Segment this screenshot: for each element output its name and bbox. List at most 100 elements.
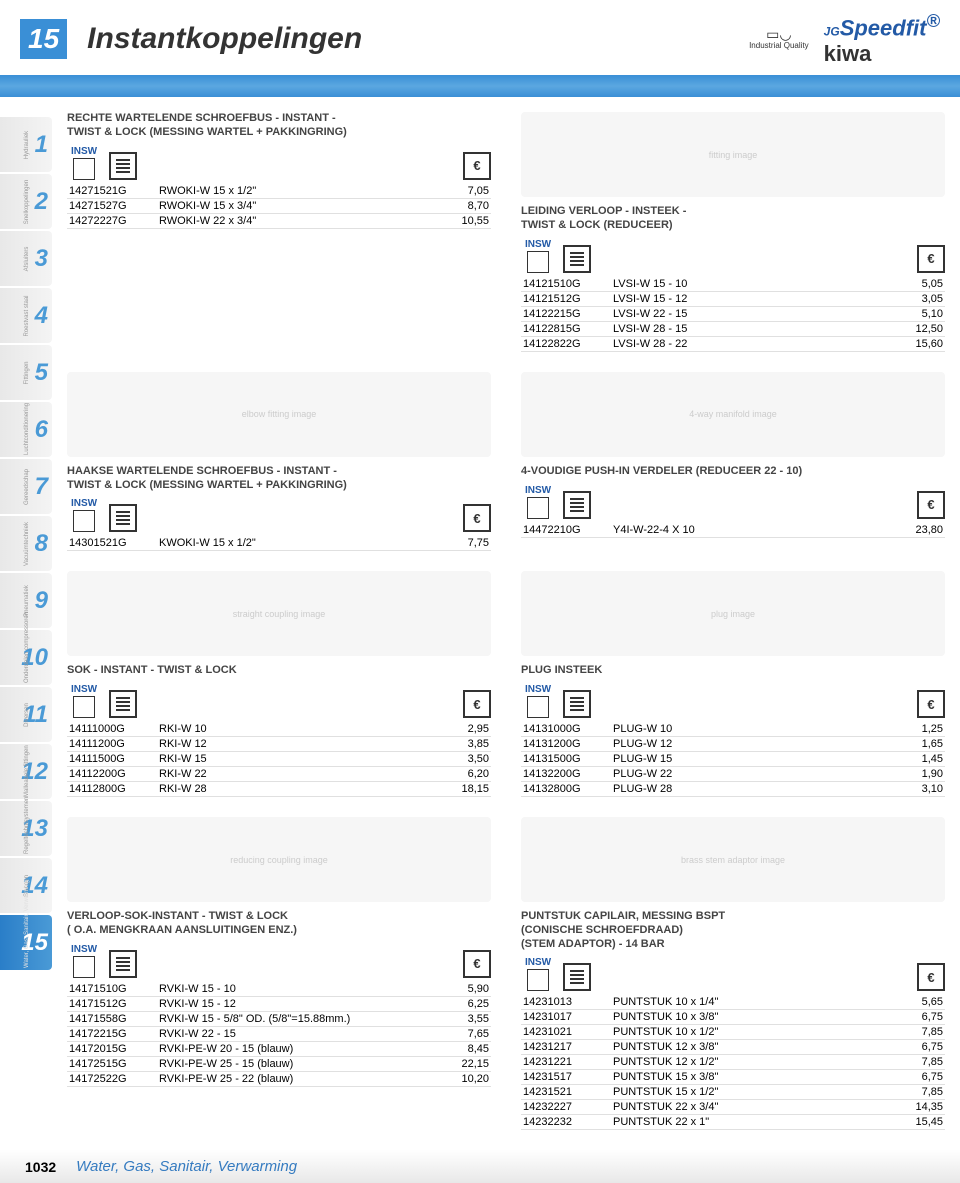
sidebar-label: Hydrauliek — [24, 120, 30, 170]
table-row: 14172522GRVKI-PE-W 25 - 22 (blauw)10,20 — [67, 1071, 491, 1086]
block-title: PUNTSTUK CAPILAIR, MESSING BSPT(CONISCHE… — [521, 910, 945, 951]
sidebar-tab-4[interactable]: Roestvast staal 4 — [0, 288, 52, 343]
sidebar-label: Onderdelen compressoren — [24, 633, 30, 683]
page-number: 1032 — [25, 1159, 56, 1175]
table-row: 14272227GRWOKI-W 22 x 3/4"10,55 — [67, 213, 491, 228]
sidebar-tab-7[interactable]: Gereedschap7 — [0, 459, 52, 514]
logo-group: JGSpeedfit® kiwa — [824, 10, 940, 67]
sidebar-tab-1[interactable]: Hydrauliek 1 — [0, 117, 52, 172]
data-table: 14121510GLVSI-W 15 - 105,0514121512GLVSI… — [521, 277, 945, 352]
block-title: SOK - INSTANT - TWIST & LOCK — [67, 664, 491, 678]
sidebar-tab-3[interactable]: Afsluiters 3 — [0, 231, 52, 286]
block-plug-insteek: plug image PLUG INSTEEK INSW € 14131000G… — [521, 571, 945, 797]
block-leiding-verloop: fitting image LEIDING VERLOOP - INSTEEK … — [521, 112, 945, 352]
icon-row: INSW € — [67, 146, 491, 180]
block-rechte-wartelende: RECHTE WARTELENDE SCHROEFBUS - INSTANT -… — [67, 112, 491, 352]
note-icon — [109, 152, 137, 180]
note-icon — [563, 245, 591, 273]
table-row: 14271527GRWOKI-W 15 x 3/4"8,70 — [67, 198, 491, 213]
data-table: 14111000GRKI-W 102,9514111200GRKI-W 123,… — [67, 722, 491, 797]
industrial-quality-icon: ▭◡ Industrial Quality — [749, 27, 809, 51]
block-verloop-sok: reducing coupling image VERLOOP-SOK-INST… — [67, 817, 491, 1130]
sidebar-num: 4 — [35, 302, 48, 330]
sidebar-tab-15[interactable]: Water, Gas, Sanitair, Verwarming15 — [0, 915, 52, 970]
euro-icon: € — [917, 963, 945, 991]
table-row: 14231221PUNTSTUK 12 x 1/2"7,85 — [521, 1055, 945, 1070]
table-row: 14122822GLVSI-W 28 - 2215,60 — [521, 336, 945, 351]
note-icon — [563, 491, 591, 519]
sidebar-label: Afsluiters — [24, 234, 30, 284]
icon-row: INSW € — [67, 684, 491, 718]
header-logos: ▭◡ Industrial Quality JGSpeedfit® kiwa — [749, 10, 940, 67]
speedfit-logo: JGSpeedfit® — [824, 10, 940, 41]
sidebar-label: Roestvast staal — [24, 291, 30, 341]
block-title: VERLOOP-SOK-INSTANT - TWIST & LOCK( O.A.… — [67, 910, 491, 938]
table-row: 14172015GRVKI-PE-W 20 - 15 (blauw)8,45 — [67, 1041, 491, 1056]
sidebar-tab-11[interactable]: Diversen11 — [0, 687, 52, 742]
table-row: 14132200GPLUG-W 221,90 — [521, 767, 945, 782]
table-row: 14121510GLVSI-W 15 - 105,05 — [521, 277, 945, 292]
sidebar-label: Snelkoppelingen — [24, 177, 30, 227]
data-table: 14131000GPLUG-W 101,2514131200GPLUG-W 12… — [521, 722, 945, 797]
sidebar-tab-10[interactable]: Onderdelen compressoren10 — [0, 630, 52, 685]
table-row: 14111500GRKI-W 153,50 — [67, 752, 491, 767]
euro-icon: € — [463, 504, 491, 532]
table-row: 14131200GPLUG-W 121,65 — [521, 737, 945, 752]
sidebar-num: 1 — [35, 131, 48, 159]
icon-row: INSW € — [521, 485, 945, 519]
insw-icon: INSW — [67, 944, 101, 978]
insw-icon: INSW — [521, 239, 555, 273]
sidebar-tab-5[interactable]: Fittingen5 — [0, 345, 52, 400]
table-row: 14122215GLVSI-W 22 - 155,10 — [521, 306, 945, 321]
table-row: 14231217PUNTSTUK 12 x 3/8"6,75 — [521, 1040, 945, 1055]
page-header: 15 Instantkoppelingen ▭◡ Industrial Qual… — [0, 0, 960, 75]
block-title: RECHTE WARTELENDE SCHROEFBUS - INSTANT -… — [67, 112, 491, 140]
sidebar-tab-13[interactable]: Regeltechnisystemen13 — [0, 801, 52, 856]
table-row: 14231021PUNTSTUK 10 x 1/2"7,85 — [521, 1025, 945, 1040]
table-row: 14231521PUNTSTUK 15 x 1/2"7,85 — [521, 1085, 945, 1100]
euro-icon: € — [917, 690, 945, 718]
table-row: 14232232PUNTSTUK 22 x 1"15,45 — [521, 1115, 945, 1130]
sidebar-tab-6[interactable]: Luchtconditionering6 — [0, 402, 52, 457]
table-row: 14472210GY4I-W-22-4 X 1023,80 — [521, 523, 945, 538]
table-row: 14232227PUNTSTUK 22 x 3/4"14,35 — [521, 1100, 945, 1115]
block-sok-instant: straight coupling image SOK - INSTANT - … — [67, 571, 491, 797]
sidebar-tab-2[interactable]: Snelkoppelingen 2 — [0, 174, 52, 229]
insw-icon: INSW — [521, 684, 555, 718]
insw-icon: INSW — [521, 957, 555, 991]
icon-row: INSW € — [521, 957, 945, 991]
header-divider-bar — [0, 75, 960, 97]
sidebar-num: 3 — [35, 245, 48, 273]
table-row: 14131000GPLUG-W 101,25 — [521, 722, 945, 737]
sidebar-num: 7 — [35, 473, 48, 501]
table-row: 14111200GRKI-W 123,85 — [67, 737, 491, 752]
sidebar-tabs: Hydrauliek1Snelkoppelingen2Afsluiters3Ro… — [0, 112, 52, 1130]
sidebar-label: Diversen — [24, 690, 30, 740]
table-row: 14172215GRVKI-W 22 - 157,65 — [67, 1026, 491, 1041]
product-image: 4-way manifold image — [521, 372, 945, 457]
note-icon — [563, 690, 591, 718]
note-icon — [109, 690, 137, 718]
table-row: 14121512GLVSI-W 15 - 123,05 — [521, 291, 945, 306]
content-grid: RECHTE WARTELENDE SCHROEFBUS - INSTANT -… — [52, 112, 945, 1130]
sidebar-num: 9 — [35, 587, 48, 615]
data-table: 14271521GRWOKI-W 15 x 1/2"7,0514271527GR… — [67, 184, 491, 229]
table-row: 14122815GLVSI-W 28 - 1512,50 — [521, 321, 945, 336]
table-row: 14132800GPLUG-W 283,10 — [521, 782, 945, 797]
table-row: 14171510GRVKI-W 15 - 105,90 — [67, 982, 491, 997]
icon-row: INSW € — [67, 944, 491, 978]
product-image: straight coupling image — [67, 571, 491, 656]
insw-icon: INSW — [67, 684, 101, 718]
sidebar-num: 6 — [35, 416, 48, 444]
note-icon — [563, 963, 591, 991]
sidebar-tab-8[interactable]: Vacuümtechniek8 — [0, 516, 52, 571]
insw-icon: INSW — [67, 498, 101, 532]
sidebar-num: 5 — [35, 359, 48, 387]
kiwa-logo: kiwa — [824, 41, 940, 67]
sidebar-num: 2 — [35, 188, 48, 216]
icon-row: INSW € — [67, 498, 491, 532]
sidebar-num: 8 — [35, 530, 48, 558]
sidebar-tab-12[interactable]: Malleabele fittingen12 — [0, 744, 52, 799]
product-image: reducing coupling image — [67, 817, 491, 902]
data-table: 14171510GRVKI-W 15 - 105,9014171512GRVKI… — [67, 982, 491, 1087]
